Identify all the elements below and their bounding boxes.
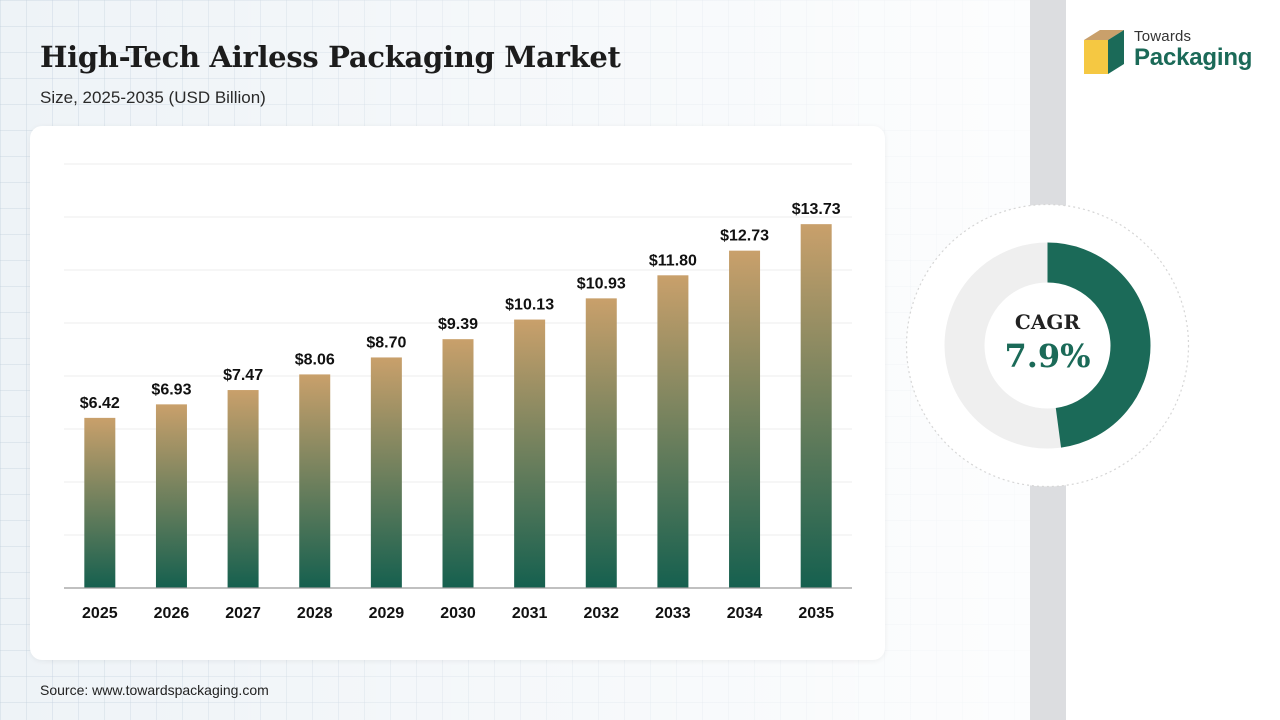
bars: [84, 224, 832, 588]
brand-name-line2: Packaging: [1134, 44, 1253, 71]
bar-2030: [442, 339, 474, 588]
data-label-2029: $8.70: [366, 334, 406, 351]
donut-progress-arc: [1046, 242, 1151, 448]
x-tick-2031: 2031: [512, 605, 548, 622]
x-tick-2028: 2028: [297, 605, 333, 622]
x-tick-2029: 2029: [369, 605, 405, 622]
chart-card: $6.42 $6.93 $7.47 $8.06 $8.70 $9.39 $10.13 $10.…: [30, 126, 885, 660]
bar-2026: [155, 404, 187, 588]
brand-name-line1: Towards: [1134, 28, 1192, 45]
bar-2029: [370, 357, 402, 588]
x-tick-2025: 2025: [82, 605, 118, 622]
bar-2027: [227, 390, 259, 588]
bar-2031: [514, 319, 546, 588]
chart-title: High-Tech Airless Packaging Market: [40, 40, 621, 74]
bar-chart: $6.42 $6.93 $7.47 $8.06 $8.70 $9.39 $10.13 $10.…: [64, 163, 852, 622]
data-label-2028: $8.06: [295, 351, 335, 368]
bar-2034: [729, 250, 761, 588]
x-tick-2030: 2030: [440, 605, 476, 622]
bar-2032: [585, 298, 617, 588]
chart-subtitle: Size, 2025-2035 (USD Billion): [40, 88, 266, 107]
cagr-label: CAGR: [1014, 310, 1081, 334]
box-logo-icon: [1084, 30, 1124, 74]
x-tick-2027: 2027: [225, 605, 261, 622]
data-label-2033: $11.80: [649, 252, 697, 269]
data-label-2032: $10.93: [577, 275, 626, 292]
data-label-2031: $10.13: [505, 297, 554, 314]
data-labels: $6.42 $6.93 $7.47 $8.06 $8.70 $9.39 $10.13 $10.…: [80, 201, 841, 412]
bar-2028: [299, 374, 331, 588]
brand-logo[interactable]: Towards Packaging: [1080, 26, 1260, 78]
data-label-2027: $7.47: [223, 367, 263, 384]
x-tick-labels: 2025 2026 2027 2028 2029 2030 2031 2032 2033 2034…: [82, 605, 834, 622]
data-label-2026: $6.93: [151, 381, 191, 398]
cagr-donut: CAGR 7.9%: [905, 203, 1190, 488]
cagr-value: 7.9%: [1004, 337, 1091, 375]
source-note: Source: www.towardspackaging.com: [40, 682, 269, 698]
data-label-2034: $12.73: [720, 228, 769, 245]
bar-2025: [84, 417, 116, 588]
x-tick-2033: 2033: [655, 605, 691, 622]
data-label-2025: $6.42: [80, 395, 120, 412]
x-tick-2034: 2034: [727, 605, 763, 622]
x-tick-2032: 2032: [583, 605, 619, 622]
data-label-2035: $13.73: [792, 201, 841, 218]
x-tick-2026: 2026: [154, 605, 190, 622]
bar-2035: [800, 224, 832, 588]
x-tick-2035: 2035: [798, 605, 834, 622]
bar-2033: [657, 275, 689, 588]
data-label-2030: $9.39: [438, 316, 478, 333]
